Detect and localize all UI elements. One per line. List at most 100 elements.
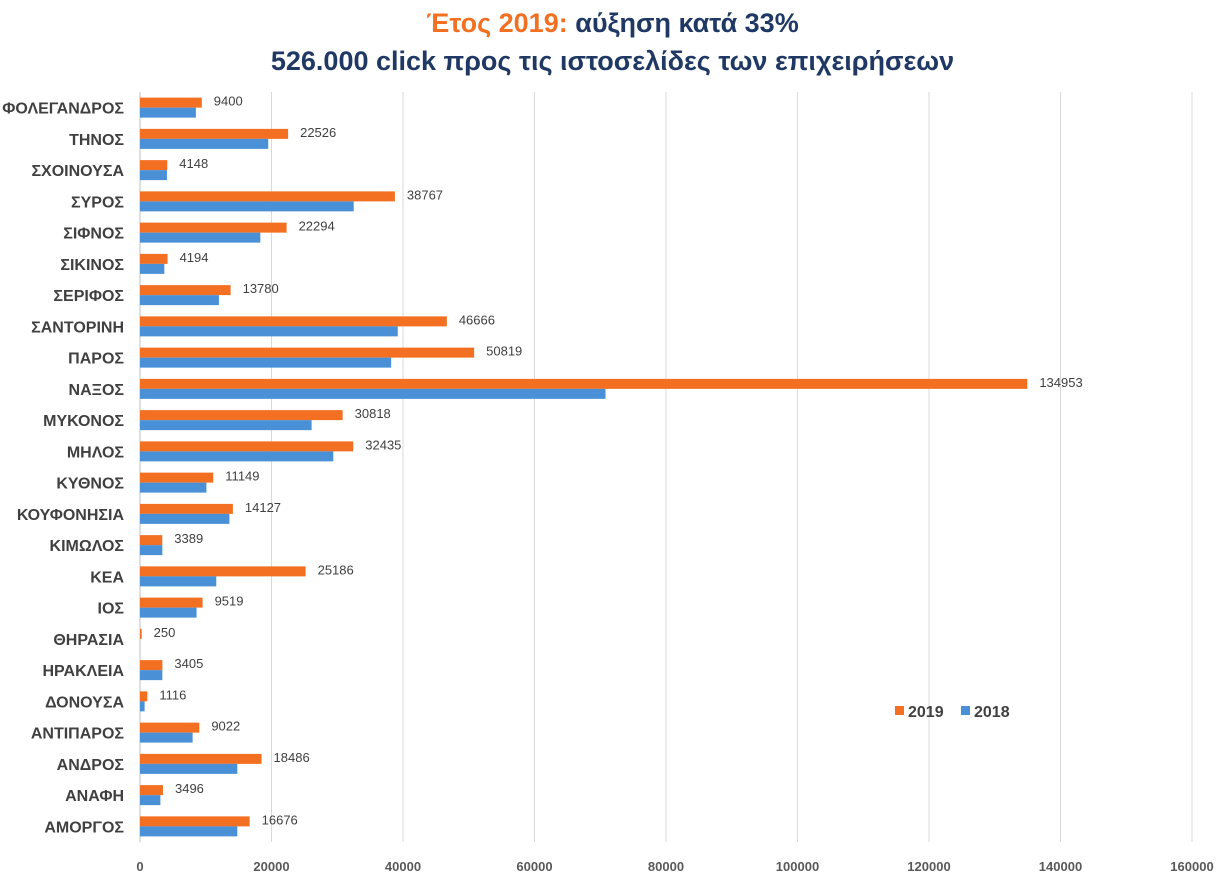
data-label-2019: 16676 <box>262 812 298 827</box>
x-tick-label: 80000 <box>648 859 684 874</box>
bar-2018 <box>140 545 163 556</box>
bar-2018 <box>140 326 398 337</box>
bar-2019 <box>140 191 395 202</box>
data-label-2019: 11149 <box>225 469 259 484</box>
bar-2019 <box>140 691 148 702</box>
category-label: ΦΟΛΕΓΑΝΔΡΟΣ <box>2 101 124 118</box>
bar-2018 <box>140 295 219 306</box>
title-growth: αύξηση κατά 33% <box>575 8 799 38</box>
bar-2018 <box>140 107 196 118</box>
bar-2019 <box>140 347 475 358</box>
category-label: ΝΑΞΟΣ <box>69 382 125 399</box>
bar-2019 <box>140 378 1028 389</box>
category-label: ΣΧΟΙΝΟΥΣΑ <box>31 163 124 180</box>
bar-2018 <box>140 263 165 274</box>
data-label-2019: 3496 <box>175 781 204 796</box>
bar-2019 <box>140 316 447 327</box>
bar-2018 <box>140 388 606 399</box>
legend-swatch-2018 <box>961 706 970 715</box>
data-label-2019: 4194 <box>180 250 209 265</box>
data-label-2019: 3389 <box>174 531 203 546</box>
bar-2018 <box>140 420 312 431</box>
category-label: ΤΗΝΟΣ <box>69 132 124 149</box>
category-label: ΠΑΡΟΣ <box>68 351 124 368</box>
bar-2019 <box>140 222 287 233</box>
bar-2019 <box>140 722 200 733</box>
category-label: ΣΥΡΟΣ <box>71 194 124 211</box>
bar-2019 <box>140 628 142 639</box>
data-label-2019: 25186 <box>318 562 354 577</box>
data-label-2019: 3405 <box>174 656 203 671</box>
legend-label-2018: 2018 <box>974 704 1010 721</box>
data-label-2019: 9519 <box>215 594 244 609</box>
bar-2018 <box>140 357 392 368</box>
data-label-2019: 250 <box>154 625 176 640</box>
category-label: ΗΡΑΚΛΕΙΑ <box>43 663 125 680</box>
x-tick-label: 140000 <box>1039 859 1082 874</box>
bar-2018 <box>140 795 161 806</box>
bar-2019 <box>140 816 250 827</box>
bar-2019 <box>140 597 203 608</box>
data-label-2019: 50819 <box>486 344 522 359</box>
bar-2019 <box>140 753 262 764</box>
bar-2018 <box>140 138 269 149</box>
category-label: ΣΙΚΙΝΟΣ <box>60 257 124 274</box>
bar-2019 <box>140 160 168 171</box>
data-label-2019: 22294 <box>299 219 335 234</box>
x-tick-label: 160000 <box>1170 859 1213 874</box>
bar-2019 <box>140 660 163 671</box>
bar-2019 <box>140 441 354 452</box>
legend-label-2019: 2019 <box>908 704 944 721</box>
category-label: ΚΥΘΝΟΣ <box>56 476 124 493</box>
data-label-2019: 38767 <box>407 187 443 202</box>
data-label-2019: 18486 <box>274 750 310 765</box>
x-tick-label: 100000 <box>776 859 819 874</box>
bar-2018 <box>140 701 145 712</box>
data-label-2019: 134953 <box>1039 375 1082 390</box>
bar-2018 <box>140 732 193 743</box>
x-tick-label: 0 <box>136 859 143 874</box>
bar-2018 <box>140 170 167 181</box>
category-label: ΘΗΡΑΣΙΑ <box>53 632 124 649</box>
legend-swatch-2019 <box>895 706 904 715</box>
bar-2018 <box>140 763 238 774</box>
category-label: ΜΥΚΟΝΟΣ <box>43 413 124 430</box>
bar-2019 <box>140 128 289 139</box>
bar-2018 <box>140 670 163 681</box>
category-label: ΔΟΝΟΥΣΑ <box>45 694 124 711</box>
data-label-2019: 32435 <box>365 437 401 452</box>
category-label: ΚΕΑ <box>90 569 124 586</box>
bar-2019 <box>140 472 214 483</box>
data-label-2019: 46666 <box>459 312 495 327</box>
category-label: ΙΟΣ <box>98 601 125 618</box>
title-year: Έτος 2019: <box>426 8 568 38</box>
data-label-2019: 4148 <box>179 156 208 171</box>
data-label-2019: 9400 <box>214 94 243 109</box>
bar-2018 <box>140 607 197 618</box>
bar-2018 <box>140 201 354 212</box>
title-line-1: Έτος 2019: αύξηση κατά 33% <box>0 4 1225 42</box>
x-tick-label: 60000 <box>516 859 552 874</box>
bar-2019 <box>140 503 233 514</box>
bar-2019 <box>140 410 343 421</box>
data-label-2019: 14127 <box>245 500 281 515</box>
category-label: ΑΝΑΦΗ <box>65 788 124 805</box>
bar-2019 <box>140 535 163 546</box>
bar-2018 <box>140 826 238 837</box>
category-label: ΚΟΥΦΟΝΗΣΙΑ <box>17 507 125 524</box>
bar-2019 <box>140 566 306 577</box>
chart-title: Έτος 2019: αύξηση κατά 33% 526.000 click… <box>0 4 1225 80</box>
category-label: ΚΙΜΩΛΟΣ <box>50 538 125 555</box>
data-label-2019: 22526 <box>300 125 336 140</box>
category-label: ΣΑΝΤΟΡΙΝΗ <box>31 319 124 336</box>
bar-2019 <box>140 253 168 264</box>
category-label: ΑΝΤΙΠΑΡΟΣ <box>31 726 125 743</box>
bar-2019 <box>140 285 231 296</box>
data-label-2019: 1116 <box>159 687 186 702</box>
category-label: ΑΝΔΡΟΣ <box>57 757 125 774</box>
data-label-2019: 9022 <box>211 719 240 734</box>
x-tick-label: 20000 <box>253 859 289 874</box>
x-tick-label: 120000 <box>907 859 950 874</box>
x-tick-label: 40000 <box>385 859 421 874</box>
